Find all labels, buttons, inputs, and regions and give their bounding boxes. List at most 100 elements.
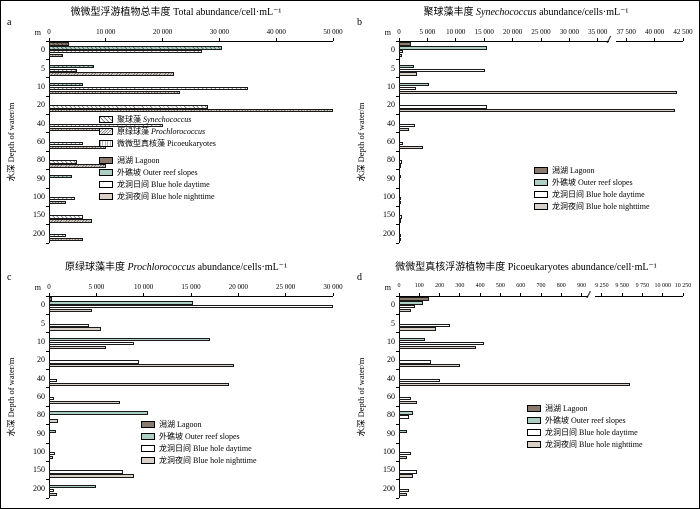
x-tick-label: 25 000 xyxy=(531,28,551,36)
x-tick-mark xyxy=(285,292,287,296)
y-tick-label: 200 xyxy=(33,483,45,493)
y-axis-line xyxy=(49,296,50,498)
x-tick-mark xyxy=(48,37,50,41)
x-tick-label: 30 000 xyxy=(559,28,580,36)
x-tick-mark xyxy=(597,37,599,41)
legend-label: 龙洞日间 Blue hole daytime xyxy=(117,179,210,190)
y-tick-mark xyxy=(395,169,399,170)
bar-night-depth-150 xyxy=(49,474,135,478)
x-tick-mark xyxy=(332,292,334,296)
bar-day-depth-10 xyxy=(399,86,417,91)
x-tick-label: 20 000 xyxy=(152,28,173,36)
legend-label-en: Blue hole daytime xyxy=(579,427,638,437)
x-tick-label: 500 xyxy=(495,283,505,289)
x-tick-mark xyxy=(581,292,582,296)
legend-label-en: Blue hole nighttime xyxy=(586,201,650,211)
syn-swatch xyxy=(99,115,113,123)
bar-day-depth-100 xyxy=(399,197,402,201)
panel-letter: a xyxy=(7,17,12,28)
legend-label-zh: 微微型真核藻 xyxy=(117,138,167,148)
x-tick-mark xyxy=(540,37,542,41)
panel-d: 微微型真核浮游植物丰度 Picoeukaryotes abundance/cel… xyxy=(351,256,699,508)
x-tick-label: 0 xyxy=(47,28,51,36)
bar-a_day-depth-200 xyxy=(49,233,67,238)
pro-swatch xyxy=(99,127,113,135)
bar-a_day-depth-20 xyxy=(49,105,209,109)
bar-day-depth-5 xyxy=(399,68,486,72)
y-tick-mark xyxy=(45,332,49,334)
legend-label-zh: 外礁坡 xyxy=(552,177,578,187)
legend-label: 外礁坡 Outer reef slopes xyxy=(552,177,633,188)
bar-night-depth-10 xyxy=(399,345,477,350)
y-tick-mark xyxy=(395,58,399,60)
bar-outer-depth-200 xyxy=(49,484,97,489)
night-swatch xyxy=(99,192,113,200)
bar-night-depth-0 xyxy=(399,54,402,58)
day-swatch xyxy=(99,180,113,188)
bar-a_night-depth-40 xyxy=(49,127,101,131)
y-tick-mark xyxy=(45,242,49,244)
lagoon-swatch xyxy=(527,404,541,412)
legend-label-zh: 潟湖 xyxy=(117,155,135,165)
pico-swatch xyxy=(99,139,113,147)
legend: 潟湖 Lagoon 外礁坡 Outer reef slopes 龙洞日间 Blue … xyxy=(534,164,650,212)
chart-title-units: Total abundance/cell·mL⁻¹ xyxy=(170,7,282,18)
y-tick-mark xyxy=(395,132,399,134)
x-tick-mark xyxy=(427,37,428,41)
y-tick-mark xyxy=(395,442,399,444)
y-tick-mark xyxy=(395,95,399,97)
bar-night-depth-100 xyxy=(399,456,408,460)
y-tick-label: 150 xyxy=(383,210,395,220)
bar-day-depth-80 xyxy=(399,160,402,164)
y-tick-mark xyxy=(45,77,49,79)
y-tick-mark xyxy=(395,295,399,297)
x-tick-label: 700 xyxy=(536,283,546,289)
chart-title-species: Synechococcus xyxy=(473,7,537,18)
plot-area: 0 5 000 10 000 15 000 20 000 25 000 30 000 0 5 10… xyxy=(1,256,351,508)
legend-label-en: Outer reef slopes xyxy=(185,431,240,441)
y-tick-mark xyxy=(395,497,399,499)
chart-title-zh: 原绿球藻丰度 xyxy=(65,262,126,273)
legend-label: 龙洞日间 Blue hole daytime xyxy=(545,427,638,438)
bar-a_night-depth-200 xyxy=(49,237,84,242)
x-tick-mark xyxy=(48,292,50,296)
bar-outer-depth-10 xyxy=(49,338,210,342)
y-tick-mark xyxy=(395,479,399,481)
bar-night-depth-40 xyxy=(49,382,229,386)
legend-label-zh: 原绿球藻 xyxy=(117,126,151,136)
x-tick-label: 9 750 xyxy=(635,283,650,289)
y-tick-mark xyxy=(45,442,49,444)
y-tick-label: 150 xyxy=(33,465,45,475)
y-axis-unit: m xyxy=(384,28,391,37)
y-tick-mark xyxy=(45,132,49,134)
x-axis-line xyxy=(49,41,333,42)
x-tick-mark xyxy=(682,37,684,41)
bar-night-depth-5 xyxy=(49,327,102,331)
x-tick-label: 40 000 xyxy=(266,28,286,36)
x-axis-line xyxy=(399,296,683,297)
legend-item: 龙洞夜间 Blue hole nighttime xyxy=(99,190,216,202)
legend-item: 外礁坡 Outer reef slopes xyxy=(527,414,643,426)
chart-title-zh: 微微型浮游植物总丰度 xyxy=(70,7,171,18)
lagoon-swatch xyxy=(141,420,155,428)
y-axis-line xyxy=(399,41,400,243)
y-tick-mark xyxy=(45,187,49,189)
legend-label-en: Blue hole daytime xyxy=(586,189,645,199)
x-tick-mark xyxy=(483,37,485,41)
legend-item: 外礁坡 Outer reef slopes xyxy=(534,176,650,188)
legend-label-en: Outer reef slopes xyxy=(571,415,626,425)
bar-night-depth-10 xyxy=(399,90,678,95)
x-tick-label: 100 xyxy=(414,283,424,289)
legend-item: 龙洞日间 Blue hole daytime xyxy=(141,442,257,454)
x-tick-label: 0 xyxy=(397,283,401,289)
x-tick-mark xyxy=(143,292,145,296)
x-tick-mark xyxy=(418,292,420,296)
chart-title-species: Prochlorococcus xyxy=(125,262,196,273)
legend-label: 龙洞夜间 Blue hole nighttime xyxy=(545,439,643,450)
legend-label-en: Lagoon xyxy=(563,403,588,413)
x-tick-label: 20 000 xyxy=(502,28,523,36)
legend-label-zh: 龙洞日间 xyxy=(159,443,193,453)
x-tick-mark xyxy=(455,37,457,41)
legend-label: 外礁坡 Outer reef slopes xyxy=(159,431,240,442)
x-tick-label: 25 000 xyxy=(276,283,296,291)
